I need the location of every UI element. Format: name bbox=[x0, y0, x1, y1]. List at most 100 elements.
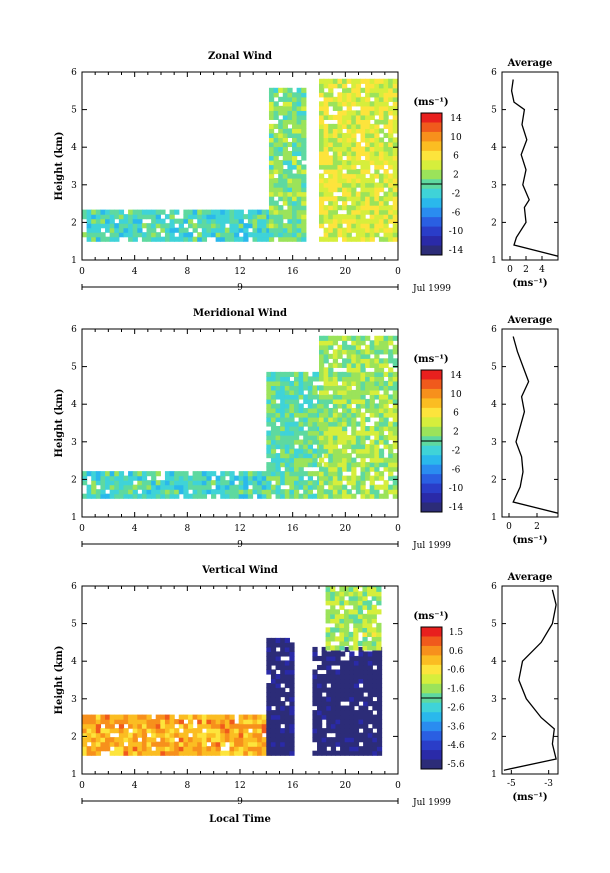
heatmap-cell bbox=[323, 78, 329, 84]
heatmap-cell bbox=[270, 741, 277, 747]
heatmap-cell bbox=[270, 655, 277, 662]
heatmap-cell bbox=[160, 746, 166, 752]
heatmap-cell bbox=[360, 340, 366, 346]
heatmap-cell bbox=[378, 462, 385, 468]
heatmap-cell bbox=[344, 586, 350, 592]
heatmap-cell bbox=[355, 119, 362, 125]
heatmap-cell bbox=[383, 407, 389, 414]
heatmap-cell bbox=[342, 426, 348, 432]
heatmap-cell bbox=[369, 155, 375, 161]
heatmap-cell bbox=[192, 750, 198, 756]
heatmap-cell bbox=[355, 371, 362, 377]
heatmap-cell bbox=[351, 78, 357, 84]
heatmap-cell bbox=[307, 380, 314, 386]
heatmap-cell bbox=[247, 746, 254, 752]
heatmap-cell bbox=[374, 444, 380, 450]
heatmap-cell bbox=[355, 430, 362, 436]
heatmap-cell bbox=[141, 741, 148, 747]
colorbar-tick-label: -14 bbox=[449, 246, 464, 256]
heatmap-cell bbox=[317, 655, 323, 662]
heatmap-cell bbox=[307, 435, 314, 441]
heatmap-cell bbox=[284, 719, 290, 725]
heatmap-cell bbox=[155, 480, 161, 486]
heatmap-cell bbox=[332, 412, 339, 418]
heatmap-cell bbox=[392, 169, 398, 175]
heatmap-cell bbox=[378, 412, 385, 418]
heatmap-cell bbox=[330, 696, 337, 702]
heatmap-cell bbox=[378, 453, 385, 459]
heatmap-cell bbox=[344, 631, 350, 637]
heatmap-cell bbox=[388, 412, 394, 418]
heatmap-cell bbox=[342, 344, 348, 350]
heatmap-cell bbox=[275, 407, 281, 414]
heatmap-cell bbox=[378, 214, 385, 220]
heatmap-cell bbox=[374, 376, 380, 382]
heatmap-cell bbox=[155, 471, 161, 477]
heatmap-cell bbox=[358, 714, 364, 720]
heatmap-cell bbox=[257, 471, 263, 477]
heatmap-cell bbox=[82, 723, 88, 729]
heatmap bbox=[82, 335, 398, 499]
heatmap-cell bbox=[378, 78, 385, 84]
heatmap-cell bbox=[374, 83, 380, 89]
heatmap-cell bbox=[268, 159, 275, 166]
heatmap-cell bbox=[326, 651, 332, 657]
heatmap-cell bbox=[229, 723, 235, 729]
heatmap-cell bbox=[238, 480, 244, 486]
heatmap-cell bbox=[215, 475, 221, 481]
colorbar-swatch bbox=[421, 370, 442, 380]
heatmap-cell bbox=[282, 232, 288, 238]
heatmap-cell bbox=[378, 385, 385, 391]
heatmap-cell bbox=[270, 750, 277, 756]
heatmap-cell bbox=[280, 646, 286, 653]
heatmap-cell bbox=[211, 741, 217, 747]
heatmap-cell bbox=[378, 227, 385, 233]
heatmap-cell bbox=[282, 178, 288, 184]
heatmap-cell bbox=[303, 453, 309, 459]
heatmap-cell bbox=[270, 678, 277, 684]
heatmap-cell bbox=[261, 475, 267, 481]
heatmap-cell bbox=[344, 646, 350, 653]
heatmap-cell bbox=[128, 484, 134, 490]
heatmap-cell bbox=[351, 159, 357, 166]
heatmap-cell bbox=[388, 462, 394, 468]
heatmap-cell bbox=[118, 719, 125, 725]
heatmap-cell bbox=[367, 746, 373, 752]
heatmap-cell bbox=[360, 96, 366, 102]
heatmap-cell bbox=[369, 205, 375, 211]
heatmap-cell bbox=[114, 227, 120, 233]
heatmap-cell bbox=[392, 173, 398, 179]
heatmap-cell bbox=[340, 710, 346, 716]
heatmap-cell bbox=[243, 471, 249, 477]
heatmap-cell bbox=[266, 651, 272, 657]
heatmap-cell bbox=[388, 214, 394, 220]
heatmap-cell bbox=[270, 646, 277, 653]
colorbar-tick-label: -2 bbox=[452, 446, 461, 456]
heatmap-cell bbox=[319, 128, 325, 134]
heatmap-cell bbox=[301, 227, 307, 233]
heatmap-cell bbox=[206, 214, 212, 220]
heatmap-cell bbox=[211, 223, 217, 229]
heatmap-cell bbox=[337, 114, 343, 120]
heatmap-cell bbox=[355, 96, 362, 102]
colorbar-swatch bbox=[421, 236, 442, 247]
heatmap-cell bbox=[100, 732, 106, 738]
heatmap-cell bbox=[268, 137, 275, 143]
heatmap-cell bbox=[160, 728, 166, 734]
heatmap-cell bbox=[280, 457, 286, 463]
colorbar-swatch bbox=[421, 627, 442, 637]
heatmap-cell bbox=[360, 439, 366, 445]
heatmap-cell bbox=[367, 651, 373, 657]
heatmap-cell bbox=[323, 232, 329, 238]
heatmap-cell bbox=[335, 660, 341, 666]
heatmap-cell bbox=[137, 484, 143, 490]
heatmap-cell bbox=[360, 223, 366, 229]
heatmap-cell bbox=[252, 746, 258, 752]
heatmap-cell bbox=[365, 159, 371, 166]
heatmap-cell bbox=[86, 223, 92, 229]
heatmap-cell bbox=[128, 218, 134, 224]
heatmap-cell bbox=[392, 358, 398, 364]
heatmap-cell bbox=[351, 164, 357, 170]
heatmap-cell bbox=[365, 200, 371, 206]
heatmap-cell bbox=[351, 182, 357, 188]
